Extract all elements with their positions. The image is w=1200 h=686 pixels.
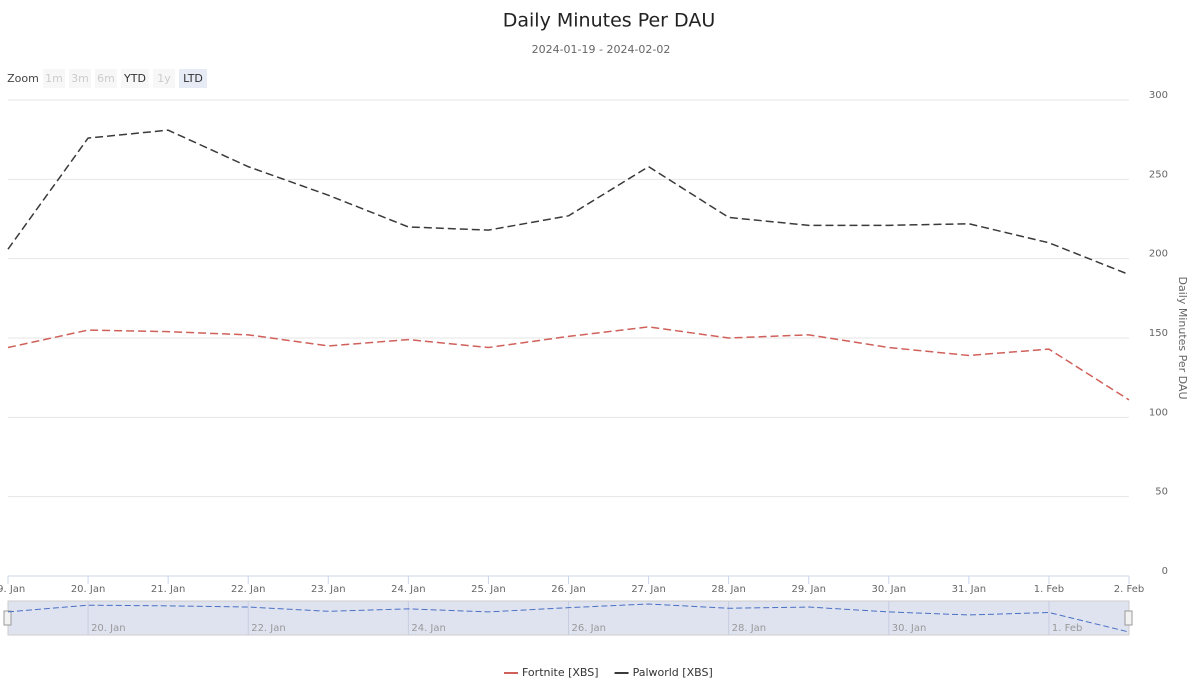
- zoom-button-label[interactable]: 3m: [71, 72, 89, 85]
- zoom-button-label[interactable]: 6m: [97, 72, 115, 85]
- navigator-label: 1. Feb: [1052, 623, 1082, 634]
- navigator-line: [7, 603, 1130, 633]
- zoom-button[interactable]: [153, 69, 175, 88]
- navigator-label: 30. Jan: [892, 623, 927, 634]
- x-tick-label: 20. Jan: [71, 584, 106, 595]
- x-tick-label: 21. Jan: [151, 584, 186, 595]
- x-tick-label: 25. Jan: [471, 584, 506, 595]
- x-tick-label: 24. Jan: [391, 584, 426, 595]
- x-tick-label: 26. Jan: [551, 584, 586, 595]
- navigator-handle[interactable]: [3, 610, 12, 626]
- navigator-label: 20. Jan: [91, 623, 126, 634]
- navigator-handle[interactable]: [1124, 610, 1133, 626]
- zoom-button[interactable]: [69, 69, 91, 88]
- zoom-button[interactable]: [43, 69, 65, 88]
- legend-label[interactable]: Fortnite [XBS]: [522, 666, 599, 679]
- x-tick-label: 1. Feb: [1034, 584, 1064, 595]
- navigator-label: 22. Jan: [251, 623, 286, 634]
- y-tick-label: 0: [1162, 566, 1168, 577]
- navigator-label: 28. Jan: [732, 623, 767, 634]
- y-tick-label: 250: [1149, 169, 1168, 180]
- x-tick-label: 29. Jan: [791, 584, 826, 595]
- zoom-button-label[interactable]: 1y: [157, 72, 171, 85]
- zoom-label: Zoom: [7, 72, 39, 85]
- x-tick-label: 22. Jan: [231, 584, 266, 595]
- zoom-button[interactable]: [95, 69, 117, 88]
- y-tick-label: 200: [1149, 249, 1168, 260]
- series-line: [7, 326, 1130, 401]
- x-tick-label: 30. Jan: [872, 584, 907, 595]
- navigator-label: 24. Jan: [411, 623, 446, 634]
- y-tick-label: 100: [1149, 407, 1168, 418]
- zoom-button-label[interactable]: 1m: [45, 72, 63, 85]
- series-line: [7, 129, 1130, 276]
- zoom-button[interactable]: [179, 69, 207, 88]
- chart-subtitle: 2024-01-19 - 2024-02-02: [532, 43, 671, 56]
- x-tick-label: 31. Jan: [952, 584, 987, 595]
- navigator-label: 26. Jan: [572, 623, 607, 634]
- y-tick-label: 50: [1155, 487, 1168, 498]
- y-axis-title: Daily Minutes Per DAU: [1176, 276, 1189, 399]
- zoom-button-label[interactable]: YTD: [123, 72, 146, 85]
- x-tick-label: 2. Feb: [1114, 584, 1144, 595]
- x-tick-label: 19. Jan: [0, 584, 25, 595]
- x-tick-label: 28. Jan: [711, 584, 746, 595]
- legend-label[interactable]: Palworld [XBS]: [633, 666, 713, 679]
- x-tick-label: 23. Jan: [311, 584, 346, 595]
- chart-title: Daily Minutes Per DAU: [503, 10, 715, 32]
- y-tick-label: 300: [1149, 90, 1168, 101]
- zoom-button[interactable]: [121, 69, 149, 88]
- x-tick-label: 27. Jan: [631, 584, 666, 595]
- y-tick-label: 150: [1149, 328, 1168, 339]
- zoom-button-label[interactable]: LTD: [183, 72, 203, 85]
